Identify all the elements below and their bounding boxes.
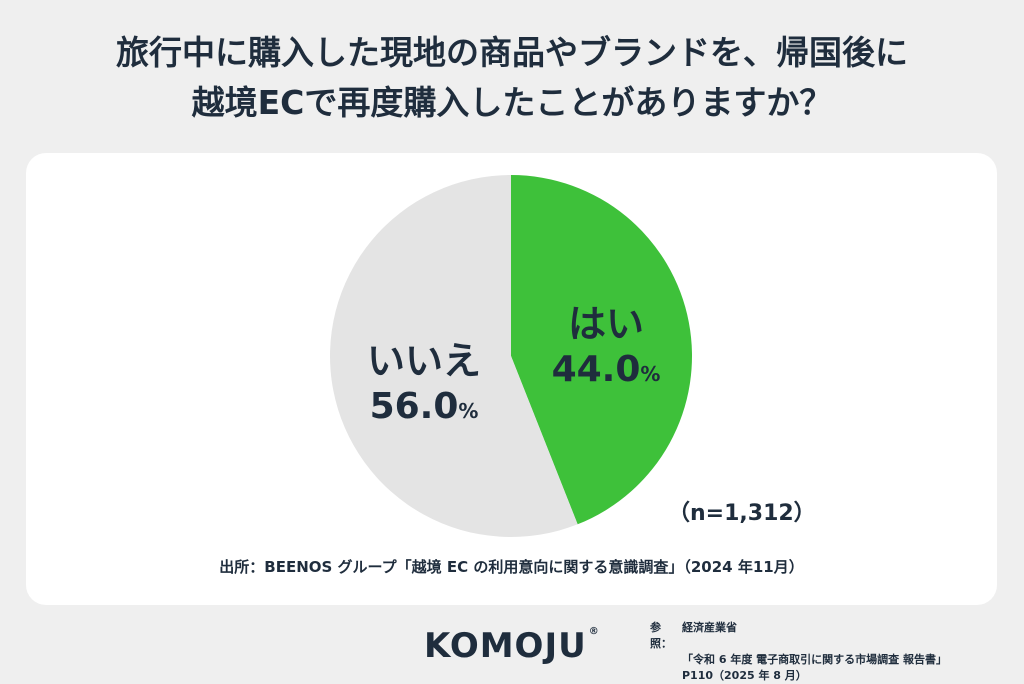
reference-line-3: P110（2025 年 8 月） [682, 669, 807, 682]
reference-label: 参照： [650, 621, 672, 650]
reference-line-1: 経済産業省 [682, 621, 737, 634]
title-line-1: 旅行中に購入した現地の商品やブランドを、帰国後に [116, 33, 908, 72]
slice-label-yes: はい 44.0% [531, 301, 681, 397]
sample-size-note: （n=1,312） [668, 501, 816, 526]
source-note: 出所：BEENOS グループ「越境 EC の利用意向に関する意識調査」（2024… [219, 558, 804, 576]
slice-name-no: いいえ [366, 339, 481, 383]
slice-percent-no: 56.0% [344, 384, 504, 434]
pie-slice-0 [511, 175, 693, 525]
registered-mark: ® [588, 626, 600, 637]
slice-value-no: 56.0 [369, 386, 459, 427]
slice-percent-yes: 44.0% [531, 347, 681, 397]
pie-chart [330, 175, 693, 537]
slice-name-yes: はい [567, 302, 644, 346]
reference-line-2: 「令和 6 年度 電子商取引に関する市場調査 報告書」 [682, 653, 947, 666]
reference-note: 参照： 経済産業省 「令和 6 年度 電子商取引に関する市場調査 報告書」 P11… [650, 620, 947, 684]
percent-unit-yes: % [640, 362, 661, 386]
pie-slice-1 [330, 175, 578, 537]
slice-label-no: いいえ 56.0% [344, 338, 504, 434]
page-title: 旅行中に購入した現地の商品やブランドを、帰国後に 越境ECで再度購入したことがあ… [0, 28, 1024, 128]
komoju-logo: KOMOJU ® [424, 626, 600, 666]
slice-value-yes: 44.0 [551, 349, 641, 390]
logo-text: KOMOJU [424, 626, 587, 666]
percent-unit-no: % [458, 399, 479, 423]
title-line-2: 越境ECで再度購入したことがありますか？ [191, 83, 833, 122]
chart-card: はい 44.0% いいえ 56.0% （n=1,312） 出所：BEENOS グ… [26, 153, 997, 605]
